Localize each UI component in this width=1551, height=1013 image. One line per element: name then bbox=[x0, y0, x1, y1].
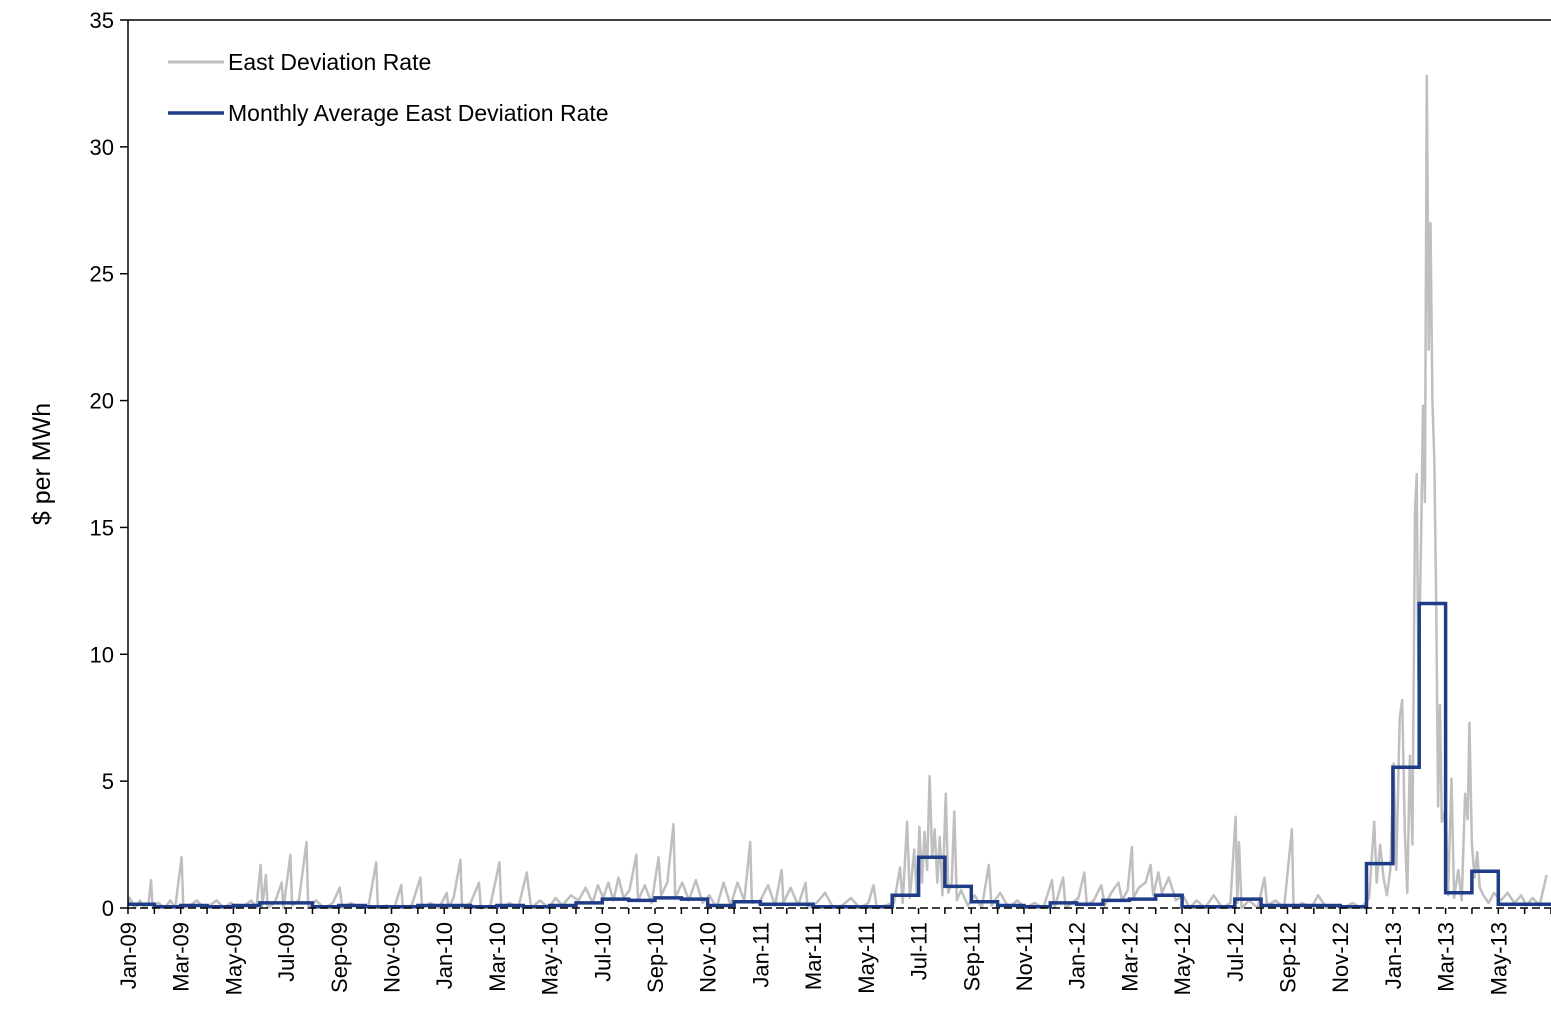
x-tick-label: Nov-11 bbox=[1012, 922, 1037, 991]
y-tick-label: 0 bbox=[102, 896, 114, 921]
y-tick-label: 20 bbox=[90, 389, 114, 414]
x-tick-label: Nov-10 bbox=[696, 922, 721, 993]
series-line-monthly bbox=[128, 601, 1551, 909]
x-tick-label: Jul-11 bbox=[907, 922, 932, 980]
x-tick-label: Sep-11 bbox=[959, 922, 984, 991]
x-tick-label: May-10 bbox=[538, 922, 563, 995]
y-tick-label: 35 bbox=[90, 8, 114, 33]
x-tick-label: Jan-13 bbox=[1381, 922, 1406, 989]
y-tick-label: 30 bbox=[90, 135, 114, 160]
x-tick-label: Jan-12 bbox=[1065, 922, 1090, 989]
x-tick-label: Nov-09 bbox=[380, 922, 405, 993]
y-tick-label: 15 bbox=[90, 515, 114, 540]
legend: East Deviation Rate Monthly Average East… bbox=[168, 49, 609, 126]
x-axis-ticks: Jan-09 Mar-09 May-09 Jul-09 Sep-09 Nov-09 Jan-… bbox=[116, 908, 1551, 995]
y-tick-label: 5 bbox=[102, 769, 114, 794]
y-tick-label: 10 bbox=[90, 642, 114, 667]
x-tick-label: Mar-12 bbox=[1117, 922, 1142, 992]
legend-label-daily: East Deviation Rate bbox=[228, 49, 431, 75]
series-line-daily bbox=[126, 74, 1548, 910]
y-tick-label: 25 bbox=[90, 262, 114, 287]
x-tick-label: Mar-09 bbox=[169, 922, 194, 992]
x-tick-label: Mar-13 bbox=[1434, 922, 1459, 992]
x-tick-label: Jul-09 bbox=[274, 922, 299, 982]
x-tick-label: Jan-11 bbox=[748, 922, 773, 988]
x-tick-label: Mar-10 bbox=[485, 922, 510, 992]
x-tick-label: May-13 bbox=[1486, 922, 1511, 995]
x-tick-label: Jan-10 bbox=[432, 922, 457, 989]
y-axis-title: $ per MWh bbox=[28, 403, 56, 525]
x-tick-label: Nov-12 bbox=[1328, 922, 1353, 993]
x-tick-label: May-12 bbox=[1170, 922, 1195, 995]
x-tick-label: May-11 bbox=[854, 922, 879, 994]
x-tick-label: May-09 bbox=[221, 922, 246, 995]
x-tick-label: Jan-09 bbox=[116, 922, 141, 989]
x-tick-label: Mar-11 bbox=[801, 922, 826, 990]
x-tick-label: Sep-09 bbox=[327, 922, 352, 993]
x-tick-label: Sep-12 bbox=[1275, 922, 1300, 993]
x-tick-label: Sep-10 bbox=[643, 922, 668, 993]
x-tick-label: Jul-10 bbox=[590, 922, 615, 982]
x-tick-label: Jul-12 bbox=[1223, 922, 1248, 982]
plot-series bbox=[126, 74, 1551, 910]
legend-label-monthly: Monthly Average East Deviation Rate bbox=[228, 100, 609, 126]
y-axis-ticks: 0 5 10 15 20 25 30 35 bbox=[90, 8, 128, 921]
plot-axes bbox=[127, 19, 1551, 909]
